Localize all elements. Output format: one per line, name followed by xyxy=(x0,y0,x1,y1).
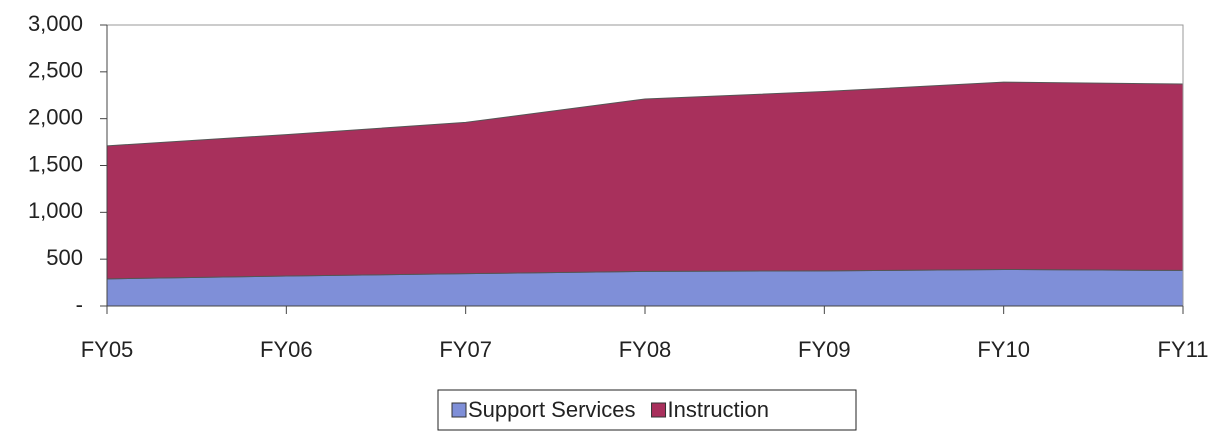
y-tick-label: 3,000 xyxy=(28,11,83,36)
y-tick-label: 500 xyxy=(46,245,83,270)
x-tick-label: FY06 xyxy=(260,337,313,362)
x-tick-label: FY08 xyxy=(619,337,672,362)
legend-label: Instruction xyxy=(668,397,770,422)
legend xyxy=(437,389,857,431)
x-tick-label: FY09 xyxy=(798,337,851,362)
x-tick-label: FY10 xyxy=(977,337,1030,362)
area xyxy=(106,81,1184,280)
y-tick-label: 1,500 xyxy=(28,151,83,176)
x-tick-label: FY07 xyxy=(439,337,492,362)
y-tick-label: 2,000 xyxy=(28,104,83,129)
y-tick-label: - xyxy=(76,292,83,317)
x-tick-label: FY05 xyxy=(81,337,134,362)
x-tick-label: FY11 xyxy=(1158,337,1209,362)
legend-swatch xyxy=(451,402,467,418)
y-tick-label: 2,500 xyxy=(28,58,83,83)
legend-label: Support Services xyxy=(468,397,636,422)
y-tick-label: 1,000 xyxy=(28,198,83,223)
legend-swatch xyxy=(651,402,667,418)
